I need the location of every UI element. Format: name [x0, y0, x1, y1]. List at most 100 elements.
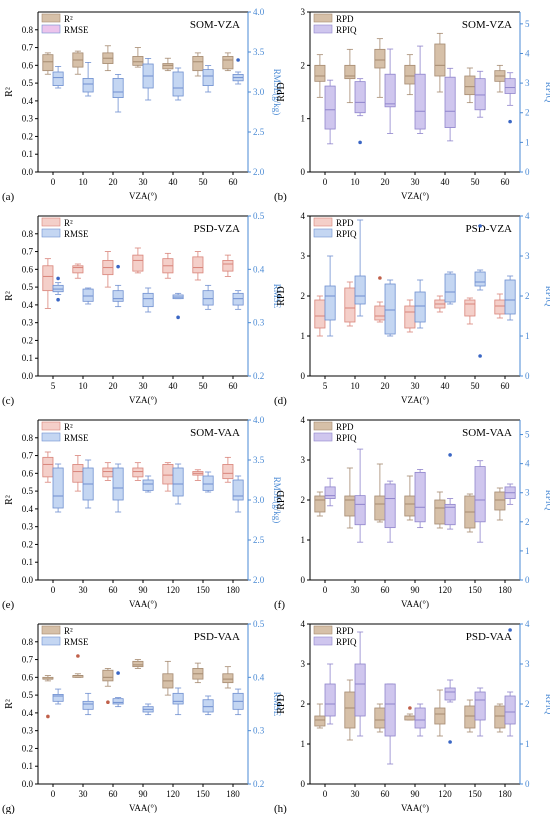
x-axis-title: VAA(°) [401, 803, 429, 813]
panel-label: (b) [274, 191, 287, 203]
right-tick-label: 0 [525, 779, 530, 789]
box-r2 [162, 464, 174, 485]
legend-label: RPIQ [336, 25, 357, 35]
box-rpiq [444, 687, 456, 701]
box-rmse [82, 78, 94, 93]
box-rpd [314, 715, 326, 727]
x-tick-label: 120 [438, 789, 452, 799]
panel-e: 0.0 0.1 0.2 0.3 0.4 0.5 0.6 0.7 0.8 2.0 2.5 3.0 3.5 4… [2, 415, 282, 611]
panel-label: (a) [2, 191, 15, 203]
box-rpiq [354, 81, 366, 114]
right-tick-label: 2.5 [253, 127, 265, 137]
left-tick-label: 3 [301, 455, 306, 465]
legend-swatch [41, 13, 61, 23]
right-tick-label: 0.5 [253, 619, 265, 629]
x-tick-label: 30 [411, 177, 421, 187]
right-tick-label: 1 [525, 331, 530, 341]
box-rmse [112, 290, 124, 302]
legend-swatch [313, 636, 333, 646]
y-axis-title: R² [4, 87, 15, 97]
legend-label: RMSE [64, 637, 89, 647]
left-tick-label: 0.6 [22, 264, 34, 274]
box-rpd [374, 305, 386, 321]
outlier-point [508, 628, 512, 632]
x-tick-label: 120 [166, 585, 180, 595]
left-tick-label: 4 [301, 211, 306, 221]
box-rmse [172, 692, 184, 705]
panel-a: 0.0 0.1 0.2 0.3 0.4 0.5 0.6 0.7 0.8 2.0 2.5 3.0 3.5 4… [2, 7, 282, 203]
panel-label: (g) [2, 803, 15, 814]
right-tick-label: 1 [525, 739, 530, 749]
right-tick-label: 3.0 [253, 87, 265, 97]
legend-swatch [313, 24, 333, 34]
left-tick-label: 1 [301, 535, 306, 545]
box-rpd [374, 48, 386, 69]
box-rmse [232, 292, 244, 306]
legend-swatch [313, 217, 333, 227]
x-tick-label: 150 [468, 585, 482, 595]
outlier-point [56, 276, 60, 281]
y2-axis-title: RPIQ [544, 694, 550, 715]
right-tick-label: 4.0 [253, 415, 265, 425]
outlier-point [408, 706, 412, 710]
x-tick-label: 30 [79, 585, 89, 595]
left-tick-label: 0.2 [22, 335, 33, 345]
x-tick-label: 150 [468, 789, 482, 799]
box-rmse [202, 699, 214, 713]
left-tick-label: 0.4 [22, 504, 34, 514]
box-rmse [202, 475, 214, 491]
left-tick-label: 0.4 [22, 300, 34, 310]
box-r2 [132, 254, 144, 272]
x-tick-label: 40 [169, 381, 179, 391]
left-tick-label: 0.3 [22, 114, 34, 124]
left-tick-label: 0.1 [22, 353, 33, 363]
x-tick-label: 0 [51, 177, 56, 187]
outlier-point [478, 224, 482, 228]
legend-swatch [41, 217, 61, 227]
x-axis-title: VAA(°) [129, 803, 157, 813]
box-r2 [132, 56, 144, 66]
x-tick-label: 20 [381, 177, 391, 187]
box-rpiq [474, 271, 486, 287]
box-rpiq [474, 78, 486, 111]
panel-label: (h) [274, 803, 287, 814]
right-tick-label: 0.3 [253, 318, 265, 328]
box-rpiq [474, 691, 486, 721]
x-tick-label: 50 [471, 177, 481, 187]
box-rpd [464, 299, 476, 317]
y-axis-title: RPD [276, 694, 287, 713]
right-tick-label: 0.5 [253, 211, 265, 221]
x-tick-label: 40 [441, 381, 451, 391]
y-axis-title: R² [4, 699, 15, 709]
box-rpd [494, 299, 506, 315]
right-tick-label: 3 [525, 659, 530, 669]
legend-label: RPD [336, 218, 354, 228]
right-tick-label: 4 [525, 211, 530, 221]
box-r2 [192, 56, 204, 72]
legend-swatch [313, 421, 333, 431]
box-r2 [192, 256, 204, 274]
box-r2 [102, 467, 114, 478]
left-tick-label: 0.3 [22, 522, 34, 532]
legend-swatch [41, 432, 61, 442]
box-rpiq [444, 503, 456, 526]
x-axis-title: VAA(°) [129, 599, 157, 609]
box-rpd [464, 705, 476, 729]
y2-axis-title: RPIQ [544, 286, 550, 307]
legend-label: R² [64, 218, 73, 228]
x-tick-label: 50 [199, 177, 209, 187]
outlier-point [358, 140, 362, 145]
outlier-point [478, 354, 482, 358]
legend-label: R² [64, 14, 73, 24]
left-tick-label: 0.4 [22, 708, 34, 718]
box-rpd [374, 495, 386, 521]
left-tick-label: 0.7 [22, 43, 34, 53]
x-tick-label: 5 [51, 381, 56, 391]
box-rpd [404, 64, 416, 85]
box-rmse [82, 700, 94, 710]
x-tick-label: 30 [351, 789, 361, 799]
x-tick-label: 60 [229, 381, 239, 391]
y2-axis-title: RPIQ [544, 82, 550, 103]
x-tick-label: 10 [351, 381, 361, 391]
x-tick-label: 180 [226, 789, 240, 799]
